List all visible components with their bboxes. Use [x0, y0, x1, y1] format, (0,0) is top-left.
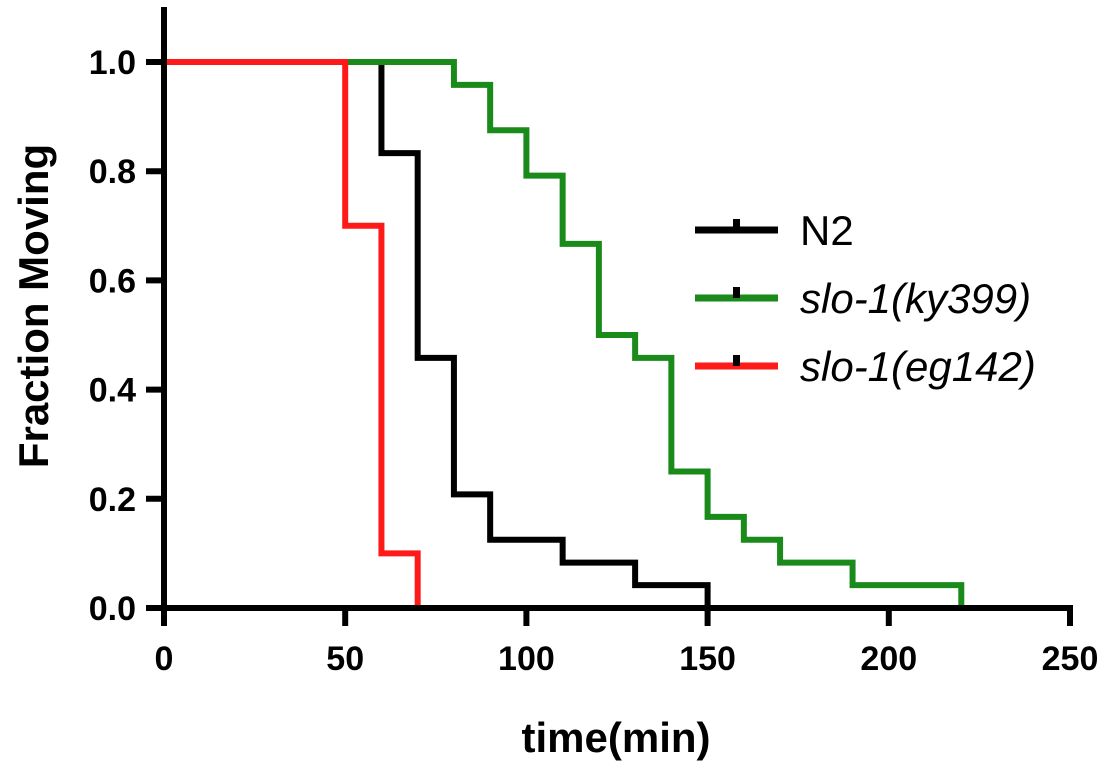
ticks-layer: 0 50 100 150 200 250 0.0 0.2 0.4 0.6 0.8 1.0 [89, 44, 1099, 678]
legend-label-1: slo-1(ky399) [800, 275, 1031, 322]
series-line-1 [164, 59, 965, 608]
y-tick-label: 0.8 [89, 153, 136, 191]
x-tick-label: 50 [326, 640, 364, 678]
series-layer [164, 59, 965, 608]
series-line-0 [164, 59, 711, 608]
y-tick-label: 0.2 [89, 481, 136, 519]
axes-layer [161, 7, 1073, 611]
series-line-2 [164, 59, 421, 608]
x-tick-label: 250 [1042, 640, 1099, 678]
x-tick-label: 100 [498, 640, 555, 678]
y-tick-label: 0.4 [89, 372, 136, 410]
legend: N2 slo-1(ky399) slo-1(eg142) [695, 207, 1036, 390]
y-tick-label: 0.0 [89, 590, 136, 628]
legend-label-0: N2 [800, 207, 854, 254]
y-tick-label: 0.6 [89, 262, 136, 300]
x-tick-label: 150 [679, 640, 736, 678]
y-axis-label: Fraction Moving [10, 144, 57, 468]
x-axis-label: time(min) [522, 714, 711, 761]
x-tick-label: 0 [155, 640, 174, 678]
x-tick-label: 200 [860, 640, 917, 678]
y-tick-label: 1.0 [89, 44, 136, 82]
legend-label-2: slo-1(eg142) [800, 343, 1036, 390]
